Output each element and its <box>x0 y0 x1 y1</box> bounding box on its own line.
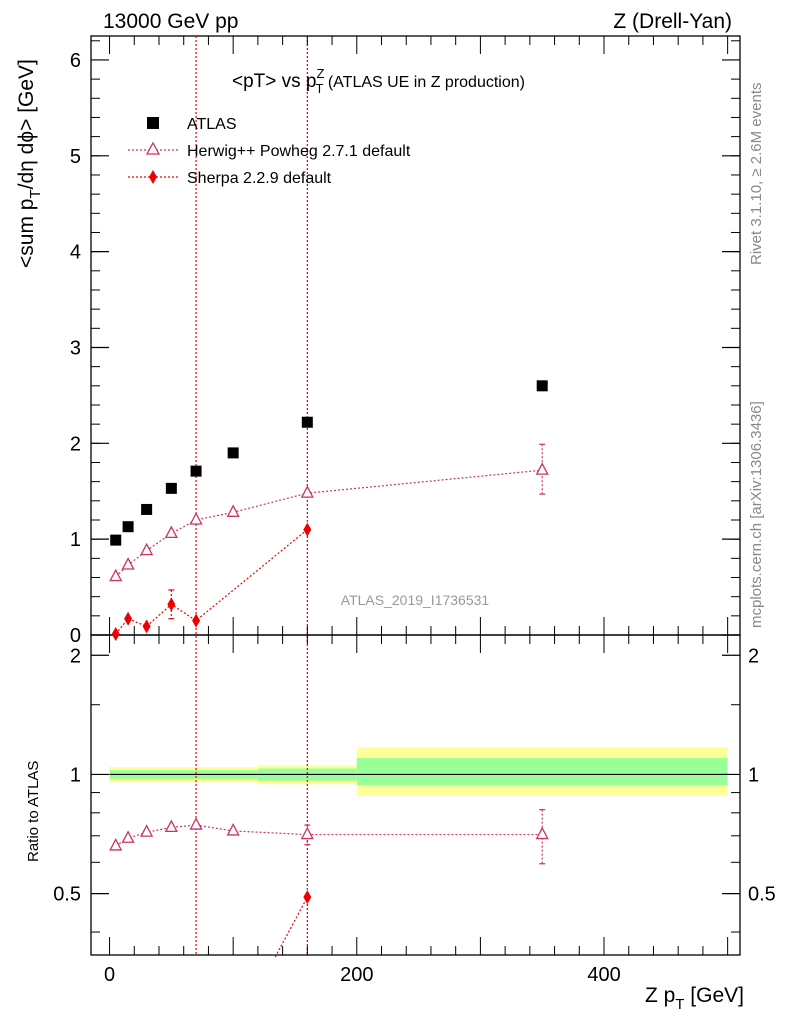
data-point-herwig <box>300 826 314 840</box>
ratio-plot-frame <box>90 634 741 956</box>
ratio-ytick-label-right: 0.5 <box>748 884 776 906</box>
data-point-herwig <box>226 504 240 517</box>
main-series <box>109 380 549 642</box>
data-point-herwig <box>109 568 123 582</box>
main-ytick-label: 6 <box>70 50 81 72</box>
main-ytick-label: 4 <box>70 242 81 264</box>
data-point-sherpa <box>192 613 201 628</box>
main-ytick-label: 1 <box>70 529 81 551</box>
ratio-xtick-label: 0 <box>104 964 115 986</box>
series-line-sherpa <box>274 896 308 958</box>
data-point-atlas <box>165 482 177 494</box>
ratio-axis-ticks: 0.5 0.5 1 1 2 2 0 200 400 <box>53 635 776 986</box>
legend-marker-herwig <box>145 141 161 155</box>
main-ytick-label: 0 <box>70 625 81 647</box>
data-point-sherpa <box>167 597 176 612</box>
header-right: Z (Drell-Yan) <box>613 10 732 33</box>
y-axis-label: <sum pT/dη dϕ> [GeV] <box>15 59 44 268</box>
data-point-herwig <box>121 830 135 843</box>
data-point-herwig <box>189 512 203 525</box>
main-ytick-label: 5 <box>70 146 81 168</box>
ratio-uncertainty-bands <box>109 747 728 796</box>
series-herwig <box>109 443 549 582</box>
x-axis-label: Z pT [GeV] <box>645 984 744 1013</box>
data-point-atlas <box>110 534 122 546</box>
data-point-atlas <box>141 503 153 515</box>
analysis-watermark: ATLAS_2019_I1736531 <box>341 592 490 608</box>
legend-marker-sherpa <box>149 170 157 184</box>
ratio-series <box>109 809 549 958</box>
data-point-atlas <box>301 416 313 428</box>
series-herwig <box>109 809 549 865</box>
series-line-sherpa <box>115 529 308 635</box>
legend-label-herwig: Herwig++ Powheg 2.7.1 default <box>187 143 411 160</box>
data-point-sherpa <box>124 611 133 626</box>
ratio-band-inner-2 <box>356 758 728 786</box>
data-point-herwig <box>140 542 154 556</box>
rivet-info: Rivet 3.1.10, ≥ 2.6M events <box>748 83 765 266</box>
plot-title: <pT> vs pZ T (ATLAS UE in Z production) <box>232 66 525 96</box>
main-ytick-label: 2 <box>70 433 81 455</box>
ratio-ytick-label-left: 0.5 <box>53 884 81 906</box>
series-line-herwig <box>115 469 543 577</box>
data-point-herwig <box>164 819 178 833</box>
ratio-y-axis-label: Ratio to ATLAS <box>25 761 42 862</box>
data-point-herwig <box>109 838 123 851</box>
data-point-herwig <box>226 823 240 836</box>
data-point-herwig <box>164 525 178 539</box>
data-point-herwig <box>140 824 154 837</box>
data-point-sherpa <box>303 890 312 905</box>
data-point-herwig <box>300 485 314 498</box>
data-point-atlas <box>227 447 239 459</box>
series-atlas <box>110 380 548 546</box>
main-ytick-label: 3 <box>70 337 81 359</box>
series-sherpa <box>111 522 312 642</box>
legend: ATLAS Herwig++ Powheg 2.7.1 default Sher… <box>128 116 411 187</box>
header-left: 13000 GeV pp <box>103 10 238 33</box>
data-point-sherpa <box>303 522 312 537</box>
data-point-atlas <box>190 465 202 477</box>
ratio-ytick-label-left: 1 <box>70 764 81 786</box>
mcplots-info: mcplots.cern.ch [arXiv:1306.3436] <box>748 401 765 628</box>
legend-marker-atlas <box>147 117 159 129</box>
data-point-sherpa <box>111 627 120 642</box>
legend-label-atlas: ATLAS <box>187 116 237 133</box>
reference-lines <box>195 36 308 955</box>
data-point-herwig <box>535 462 549 475</box>
ratio-ytick-label-right: 2 <box>748 645 759 667</box>
data-point-sherpa <box>142 619 151 634</box>
main-axis-ticks: 0 1 2 3 4 5 6 <box>70 36 740 647</box>
data-point-herwig <box>189 817 203 830</box>
data-point-atlas <box>122 521 134 533</box>
ratio-xtick-label: 400 <box>587 964 620 986</box>
series-sherpa <box>274 890 312 958</box>
data-point-herwig <box>121 557 135 570</box>
legend-label-sherpa: Sherpa 2.2.9 default <box>187 170 332 187</box>
series-line-herwig <box>115 824 543 847</box>
ratio-ytick-label-right: 1 <box>748 764 759 786</box>
data-point-herwig <box>535 826 549 840</box>
data-point-atlas <box>536 380 548 392</box>
ratio-ytick-label-left: 2 <box>70 645 81 667</box>
ratio-xtick-label: 200 <box>340 964 373 986</box>
